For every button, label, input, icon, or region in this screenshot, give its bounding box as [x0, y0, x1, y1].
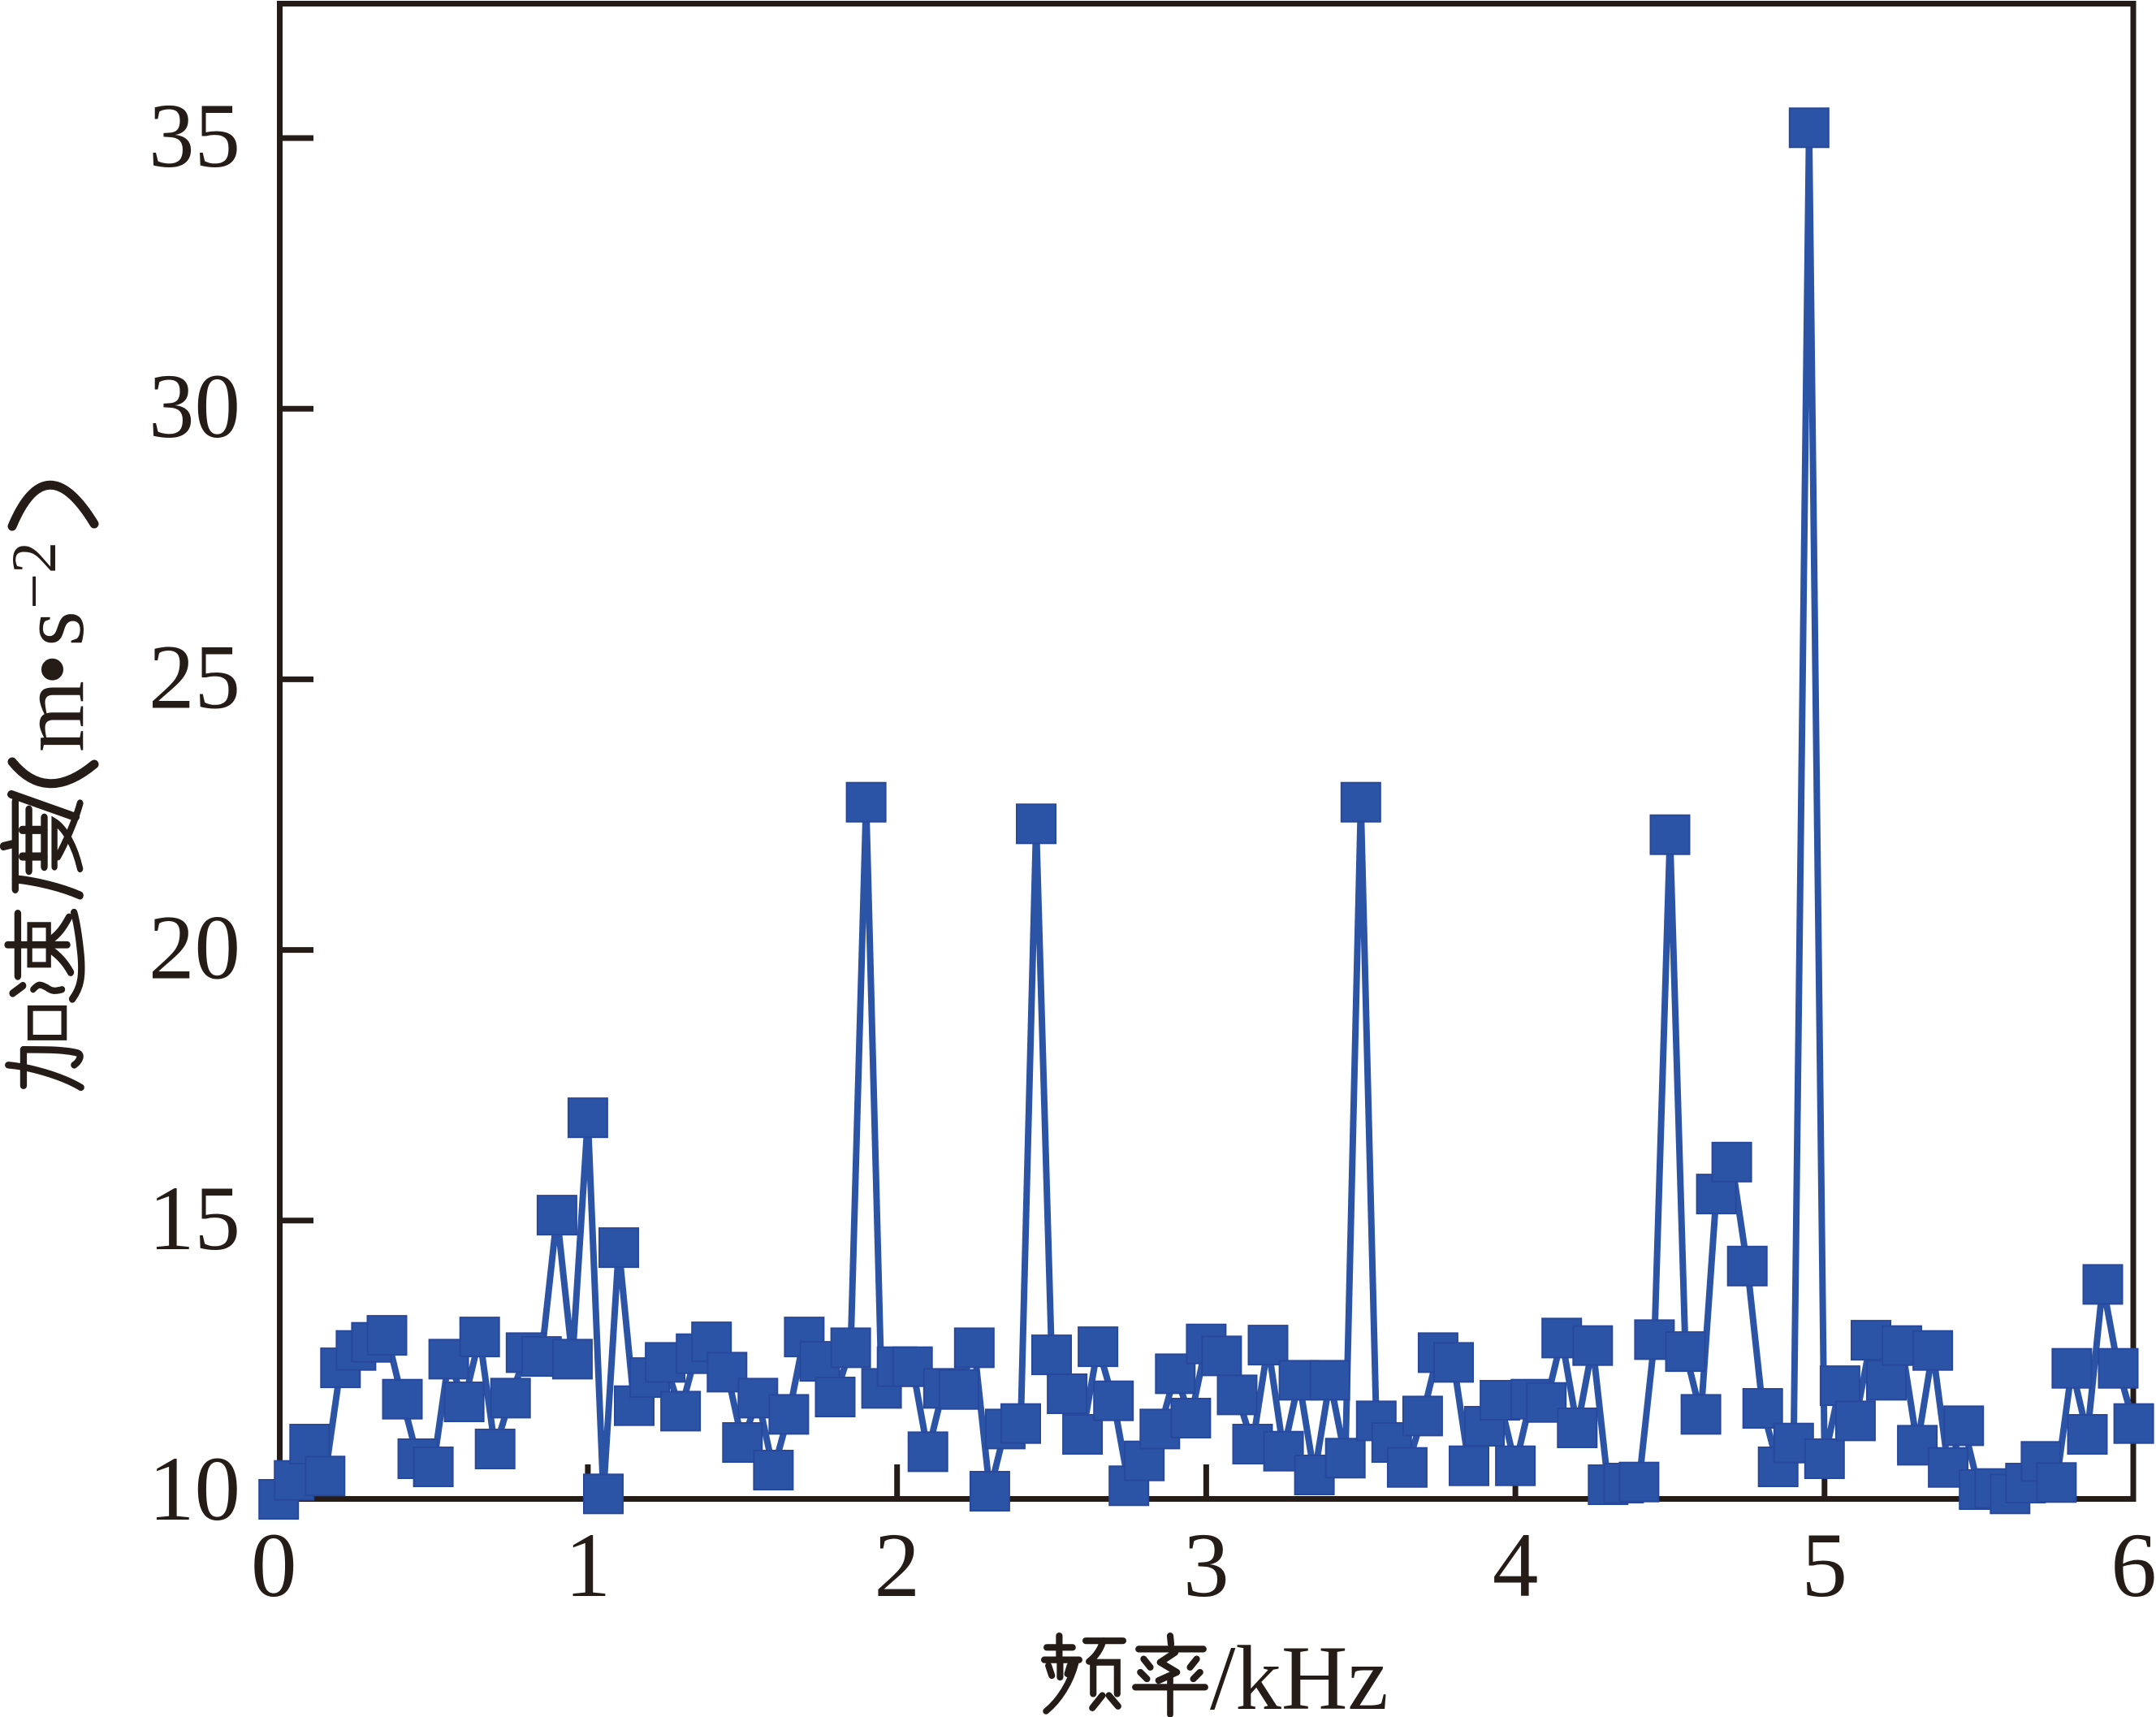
svg-text:20: 20: [149, 897, 240, 999]
svg-text:35: 35: [149, 85, 240, 187]
svg-text:0: 0: [251, 1515, 297, 1616]
svg-text:6: 6: [2111, 1515, 2156, 1616]
svg-text:10: 10: [149, 1438, 240, 1540]
svg-text:2: 2: [874, 1515, 920, 1616]
svg-text:15: 15: [149, 1168, 240, 1269]
svg-text:m: m: [2, 681, 103, 752]
svg-text:5: 5: [1802, 1515, 1848, 1616]
svg-text:•: •: [2, 653, 103, 686]
svg-text:/kHz: /kHz: [1210, 1628, 1389, 1717]
svg-text:4: 4: [1493, 1515, 1539, 1616]
svg-text:3: 3: [1183, 1515, 1229, 1616]
svg-text:25: 25: [149, 626, 240, 728]
svg-text:−2: −2: [0, 542, 69, 609]
svg-text:1: 1: [565, 1515, 611, 1616]
svg-text:s: s: [2, 611, 103, 647]
svg-text:30: 30: [149, 356, 240, 457]
